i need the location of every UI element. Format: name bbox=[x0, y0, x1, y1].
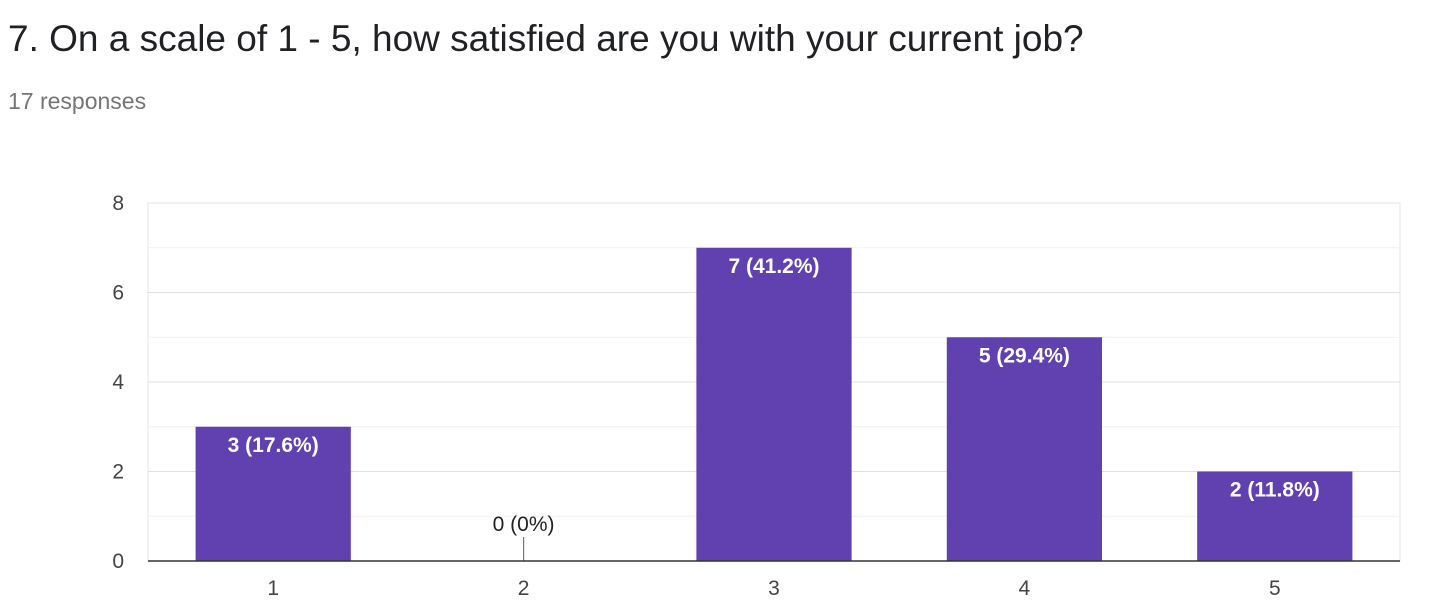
response-count: 17 responses bbox=[8, 88, 147, 114]
y-tick-label: 8 bbox=[112, 192, 124, 215]
bar-data-label: 2 (11.8%) bbox=[1230, 479, 1320, 502]
y-tick-label: 2 bbox=[112, 461, 124, 484]
question-title: 7. On a scale of 1 - 5, how satisfied ar… bbox=[8, 18, 1084, 59]
y-tick-label: 6 bbox=[112, 282, 124, 305]
bar bbox=[1197, 471, 1353, 561]
y-tick-label: 4 bbox=[112, 371, 124, 394]
bar-data-label: 7 (41.2%) bbox=[728, 255, 819, 278]
x-tick-label: 4 bbox=[1019, 577, 1031, 600]
x-tick-label: 3 bbox=[768, 577, 780, 600]
y-tick-label: 0 bbox=[112, 550, 124, 573]
bar-data-label: 0 (0%) bbox=[493, 513, 555, 536]
chart-bars: 3 (17.6%) 0 (0%) 7 (41.2%) 5 (29.4%) 2 (11.8… bbox=[195, 247, 1353, 561]
bar-data-label: 3 (17.6%) bbox=[228, 434, 319, 457]
bar bbox=[195, 426, 351, 561]
x-tick-label: 5 bbox=[1269, 577, 1281, 600]
bar-data-label: 5 (29.4%) bbox=[979, 344, 1070, 367]
x-axis: 1 2 3 4 5 bbox=[148, 560, 1400, 600]
y-axis: 0 2 4 6 8 bbox=[112, 192, 124, 573]
x-tick-label: 2 bbox=[518, 577, 530, 600]
x-tick-label: 1 bbox=[267, 577, 279, 600]
bar bbox=[696, 247, 852, 561]
bar bbox=[946, 337, 1103, 561]
